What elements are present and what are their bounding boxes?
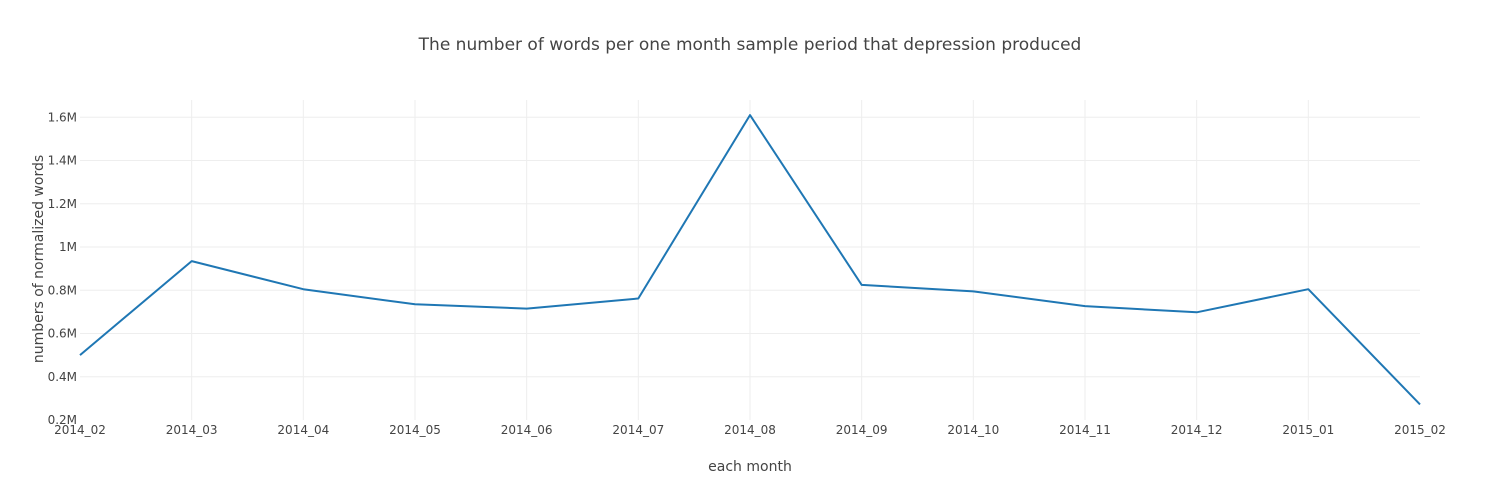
x-tick-label: 2014_11	[1059, 423, 1111, 437]
grid	[80, 100, 1420, 420]
series-layer	[79, 114, 1421, 406]
x-tick-label: 2014_02	[54, 423, 106, 437]
x-tick-label: 2014_09	[836, 423, 888, 437]
x-tick-label: 2014_03	[166, 423, 218, 437]
y-tick-label: 0.2M	[48, 413, 77, 427]
y-tick-label: 0.6M	[48, 327, 77, 341]
y-tick-label: 1.4M	[48, 154, 77, 168]
y-tick-label: 0.8M	[48, 283, 77, 297]
x-axis-title: each month	[708, 459, 792, 475]
y-axis-title: numbers of normalized words	[31, 155, 47, 363]
x-tick-label: 2015_02	[1394, 423, 1446, 437]
x-tick-label: 2014_05	[389, 423, 441, 437]
y-axis-ticks: 0.2M 0.4M 0.6M 0.8M 1M 1.2M 1.4M 1.6M	[48, 110, 77, 427]
x-tick-label: 2014_04	[277, 423, 329, 437]
y-tick-label: 0.4M	[48, 370, 77, 384]
series-line	[79, 114, 1421, 406]
x-tick-label: 2014_07	[612, 423, 664, 437]
x-axis-ticks: 2014_02 2014_03 2014_04 2014_05 2014_06 2014_…	[54, 423, 1446, 437]
chart-title: The number of words per one month sample…	[418, 35, 1082, 55]
y-tick-label: 1M	[59, 240, 77, 254]
x-tick-label: 2015_01	[1282, 423, 1334, 437]
y-tick-label: 1.6M	[48, 110, 77, 124]
x-tick-label: 2014_06	[501, 423, 553, 437]
x-tick-label: 2014_12	[1171, 423, 1223, 437]
x-tick-label: 2014_08	[724, 423, 776, 437]
x-tick-label: 2014_10	[947, 423, 999, 437]
y-tick-label: 1.2M	[48, 197, 77, 211]
